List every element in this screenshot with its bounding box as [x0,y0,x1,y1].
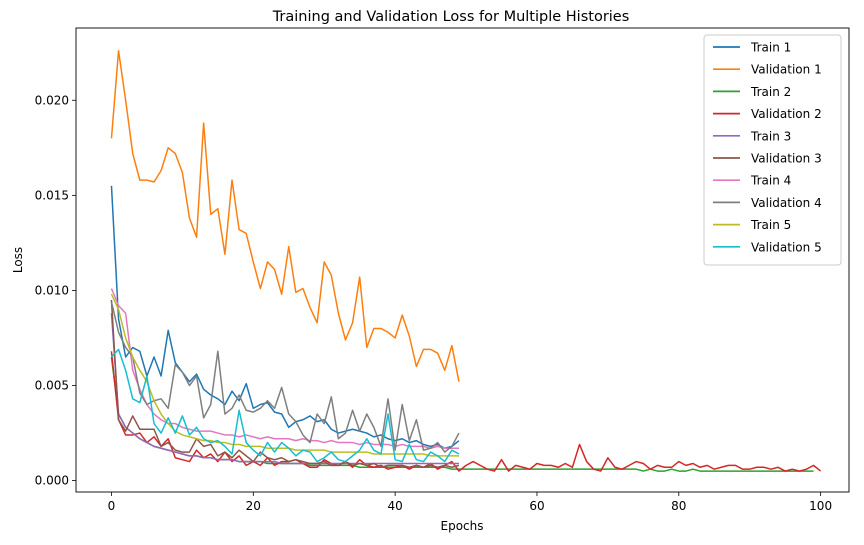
legend-label: Train 5 [750,218,791,232]
series-line-8 [110,301,460,453]
y-axis: 0.000 0.005 0.010 0.015 0.020 [35,93,76,488]
legend-label: Validation 2 [751,107,822,121]
y-tick-label: 0.005 [35,379,69,393]
plot-frame [75,27,850,493]
series-line-5 [110,313,459,465]
legend-label: Train 4 [750,174,791,188]
x-axis-label: Epochs [441,519,484,533]
y-tick-label: 0.020 [35,93,69,107]
x-tick-label: 20 [246,499,261,513]
chart-title: Training and Validation Loss for Multipl… [272,9,630,25]
legend-frame [703,34,842,266]
series-line-10 [110,348,460,463]
legend: Train 1 Validation 1 Train 2 Validation 2 Tr… [703,34,842,266]
x-tick-label: 40 [387,499,402,513]
x-tick-label: 100 [809,499,832,513]
series-layer [110,50,822,472]
x-tick-label: 0 [108,499,116,513]
y-tick-label: 0.015 [35,188,69,202]
legend-label: Validation 3 [751,152,822,166]
series-line-7 [110,288,459,450]
y-tick-label: 0.000 [35,474,69,488]
x-axis: 0 20 40 60 80 100 [108,492,832,513]
legend-label: Train 1 [750,41,791,55]
x-tick-label: 80 [671,499,686,513]
series-line-4 [110,351,822,472]
y-axis-label: Loss [11,247,25,273]
legend-label: Validation 5 [751,240,822,254]
legend-label: Validation 1 [751,63,822,77]
series-line-9 [110,293,459,457]
legend-label: Train 2 [750,85,791,99]
series-line-6 [110,299,460,469]
legend-label: Validation 4 [751,196,822,210]
legend-label: Train 3 [750,129,791,143]
y-tick-label: 0.010 [35,283,69,297]
x-tick-label: 60 [529,499,544,513]
series-line-2 [110,50,460,382]
series-line-1 [110,185,460,450]
